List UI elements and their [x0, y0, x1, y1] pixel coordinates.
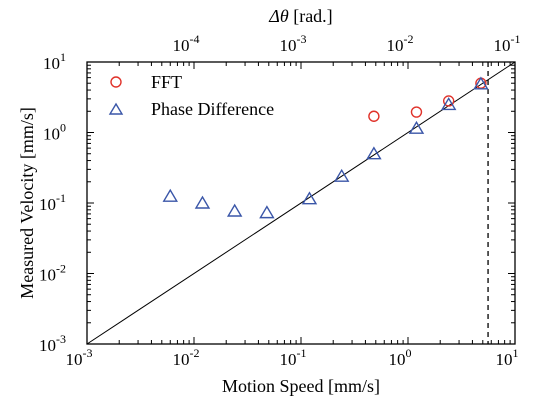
top-tick-label: 10-2 — [387, 32, 414, 55]
top-axis-unit: [rad.] — [289, 6, 333, 26]
y-axis-title: Measured Velocity [mm/s] — [17, 107, 37, 299]
phase-difference-point — [408, 120, 425, 134]
x-tick-label-exponent: 0 — [406, 346, 412, 360]
y-tick-label: 101 — [43, 50, 66, 73]
y-tick-label-exponent: -1 — [56, 191, 66, 205]
x-tick-label-exponent: -1 — [297, 346, 307, 360]
y-tick-label-base: 10 — [39, 195, 56, 214]
phase-difference-point — [440, 97, 457, 111]
y-tick-label-exponent: 0 — [60, 121, 66, 135]
y-tick-label: 100 — [43, 121, 66, 144]
y-tick-label: 10-2 — [39, 262, 66, 285]
fft-point — [368, 110, 380, 122]
phase-difference-point — [194, 195, 211, 209]
x-tick-label: 10-3 — [66, 346, 93, 369]
plot-frame — [86, 61, 516, 345]
top-tick-label-exponent: -4 — [190, 32, 200, 46]
x-tick-label-base: 10 — [280, 350, 297, 369]
top-tick-label-base: 10 — [173, 36, 190, 55]
y-tick-label-exponent: -2 — [56, 262, 66, 276]
y-tick-label-base: 10 — [39, 266, 56, 285]
legend-phase-label: Phase Difference — [151, 99, 274, 119]
top-tick-label: 10-1 — [494, 32, 521, 55]
y-tick-label-exponent: 1 — [60, 50, 66, 64]
x-tick-label-base: 10 — [173, 350, 190, 369]
legend-fft-marker — [110, 76, 122, 88]
top-tick-label-base: 10 — [387, 36, 404, 55]
phase-difference-point — [333, 168, 350, 182]
top-tick-label-exponent: -1 — [511, 32, 521, 46]
data-markers — [162, 76, 489, 219]
phase-difference-point — [162, 188, 178, 202]
y-tick-label-exponent: -3 — [56, 332, 66, 346]
x-tick-label: 101 — [496, 346, 519, 369]
x-tick-label-exponent: -2 — [190, 346, 200, 360]
top-tick-label-base: 10 — [494, 36, 511, 55]
fft-point — [410, 106, 423, 118]
phase-difference-point — [301, 191, 318, 205]
top-tick-label-exponent: -3 — [297, 32, 307, 46]
x-tick-label: 100 — [389, 346, 412, 369]
x-tick-label-base: 10 — [389, 350, 406, 369]
legend-phase-marker — [108, 102, 124, 115]
x-axis-title: Motion Speed [mm/s] — [222, 376, 380, 396]
legend: FFT Phase Difference — [108, 72, 274, 119]
top-axis-title: Δθ [rad.] — [268, 6, 332, 26]
x-tick-label: 10-1 — [280, 346, 307, 369]
x-tick-label-exponent: -3 — [83, 346, 93, 360]
y-tick-label-base: 10 — [43, 54, 60, 73]
tick-labels: 10-3 10-2 10-1 100 10110-310-210-110010110-4… — [39, 32, 521, 369]
y-tick-label-base: 10 — [43, 125, 60, 144]
x-tick-label-base: 10 — [496, 350, 513, 369]
top-axis-symbol: Δθ — [268, 6, 289, 26]
top-tick-label: 10-3 — [280, 32, 307, 55]
phase-difference-point — [226, 203, 243, 217]
fft-point — [442, 95, 455, 107]
phase-difference-point — [473, 76, 489, 90]
top-tick-label-exponent: -2 — [404, 32, 414, 46]
y-tick-label: 10-3 — [39, 332, 66, 355]
legend-fft-label: FFT — [151, 72, 182, 92]
x-tick-label-base: 10 — [66, 350, 83, 369]
top-tick-label: 10-4 — [173, 32, 200, 55]
top-tick-label-base: 10 — [280, 36, 297, 55]
x-tick-label: 10-2 — [173, 346, 200, 369]
y-tick-label: 10-1 — [39, 191, 66, 214]
x-tick-label-exponent: 1 — [513, 346, 519, 360]
phase-difference-point — [259, 205, 275, 219]
phase-difference-point — [366, 146, 382, 160]
y-tick-label-base: 10 — [39, 336, 56, 355]
